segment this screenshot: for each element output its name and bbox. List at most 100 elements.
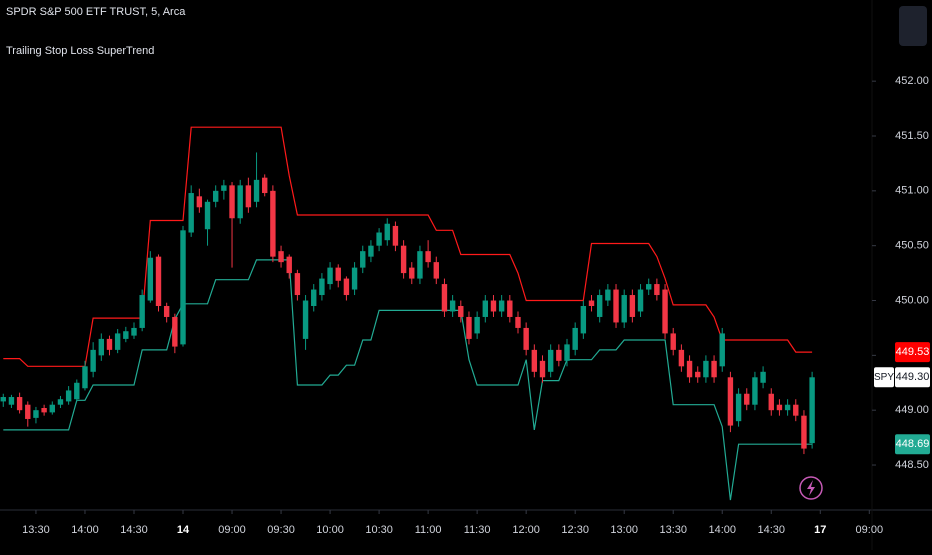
candle-body bbox=[637, 289, 644, 312]
x-tick-label: 14:30 bbox=[120, 524, 148, 536]
candle-body bbox=[523, 327, 529, 350]
x-tick-label: 11:30 bbox=[464, 524, 491, 536]
candle-body bbox=[449, 300, 456, 312]
chart-title: SPDR S&P 500 ETF TRUST, 5, Arca bbox=[6, 6, 186, 18]
x-tick-label: 12:30 bbox=[561, 524, 589, 536]
candle-body bbox=[82, 366, 88, 389]
x-tick-label: 13:30 bbox=[659, 524, 687, 536]
candle-body bbox=[670, 333, 676, 350]
candle-body bbox=[654, 284, 660, 296]
candle-body bbox=[547, 349, 554, 372]
candle-body bbox=[695, 371, 701, 378]
candle-body bbox=[147, 257, 154, 301]
candle-body bbox=[784, 404, 791, 411]
y-tick-label: 449.00 bbox=[895, 404, 929, 416]
candle-body bbox=[752, 377, 758, 405]
supertrend-line bbox=[3, 126, 813, 367]
candle-body bbox=[613, 289, 619, 323]
price-label-box bbox=[895, 434, 930, 455]
candle-body bbox=[433, 262, 439, 279]
y-tick-label: 450.50 bbox=[895, 240, 929, 252]
candle-body bbox=[678, 349, 685, 367]
candle-body bbox=[531, 349, 538, 372]
candle-body bbox=[188, 193, 194, 233]
indicator-name: Trailing Stop Loss SuperTrend bbox=[6, 45, 154, 57]
candle-body bbox=[368, 245, 374, 257]
candle-body bbox=[106, 338, 113, 350]
candle-body bbox=[253, 179, 260, 202]
candle-body bbox=[498, 300, 505, 312]
candle-body bbox=[8, 397, 15, 405]
candle-body bbox=[41, 408, 47, 413]
candle-body bbox=[294, 273, 301, 296]
x-tick-label: 14:00 bbox=[708, 524, 736, 536]
candle-body bbox=[711, 360, 717, 378]
candle-body bbox=[686, 360, 693, 378]
candle-body bbox=[163, 306, 170, 317]
x-tick-label: 11:00 bbox=[415, 524, 442, 536]
candle-body bbox=[596, 295, 603, 317]
candle-body bbox=[441, 284, 448, 312]
candle-body bbox=[180, 230, 186, 345]
y-tick-label: 450.00 bbox=[895, 294, 929, 306]
candle-body bbox=[74, 382, 80, 400]
candle-body bbox=[515, 316, 521, 328]
candle-body bbox=[270, 190, 276, 257]
candle-body bbox=[65, 390, 72, 402]
candle-body bbox=[123, 331, 129, 339]
x-tick-label: 10:00 bbox=[316, 524, 344, 536]
candle-body bbox=[768, 393, 774, 411]
candle-body bbox=[335, 267, 341, 281]
candle-body bbox=[409, 267, 415, 279]
price-label-box bbox=[895, 367, 930, 388]
candle-body bbox=[343, 278, 350, 296]
candle-body bbox=[425, 251, 431, 263]
supertrend-line bbox=[3, 259, 813, 501]
candle-body bbox=[719, 333, 725, 367]
candle-body bbox=[360, 251, 366, 268]
candle-body bbox=[131, 327, 137, 336]
candle-body bbox=[776, 404, 783, 411]
x-tick-label: 10:30 bbox=[365, 524, 393, 536]
candle-body bbox=[114, 333, 121, 350]
x-tick-label: 14:00 bbox=[71, 524, 99, 536]
candle-body bbox=[793, 404, 799, 416]
x-tick-label: 09:30 bbox=[267, 524, 295, 536]
price-label: 448.69 bbox=[896, 438, 930, 450]
candle-body bbox=[196, 196, 203, 208]
price-label-box bbox=[895, 342, 930, 363]
symbol-tag: SPY bbox=[874, 372, 894, 383]
x-tick-label: 09:00 bbox=[856, 524, 884, 536]
candle-body bbox=[384, 223, 390, 241]
candle-body bbox=[556, 349, 562, 361]
candle-body bbox=[262, 177, 268, 194]
y-tick-label: 451.00 bbox=[895, 185, 929, 197]
candle-body bbox=[490, 300, 497, 312]
y-tick-label: 451.50 bbox=[895, 130, 929, 142]
candle-body bbox=[605, 289, 611, 301]
candle-body bbox=[172, 316, 178, 347]
y-tick-label: 448.50 bbox=[895, 459, 929, 471]
candle-body bbox=[327, 267, 333, 285]
candle-body bbox=[703, 360, 709, 378]
candle-body bbox=[376, 232, 382, 246]
candle-body bbox=[155, 256, 162, 306]
candle-body bbox=[809, 377, 815, 444]
candle-body bbox=[286, 256, 292, 274]
settings-button[interactable] bbox=[899, 6, 927, 46]
candle-body bbox=[417, 251, 423, 279]
candle-body bbox=[539, 360, 546, 378]
candle-body bbox=[662, 289, 668, 334]
x-tick-label: 09:00 bbox=[218, 524, 246, 536]
candle-body bbox=[572, 327, 578, 350]
x-tick-label: 13:30 bbox=[22, 524, 50, 536]
symbol-tag-box bbox=[874, 367, 894, 388]
candle-body bbox=[482, 300, 489, 317]
candle-body bbox=[474, 316, 480, 334]
candle-body bbox=[466, 316, 472, 339]
candle-body bbox=[392, 225, 399, 246]
candle-body bbox=[98, 338, 105, 356]
candle-body bbox=[221, 185, 227, 191]
